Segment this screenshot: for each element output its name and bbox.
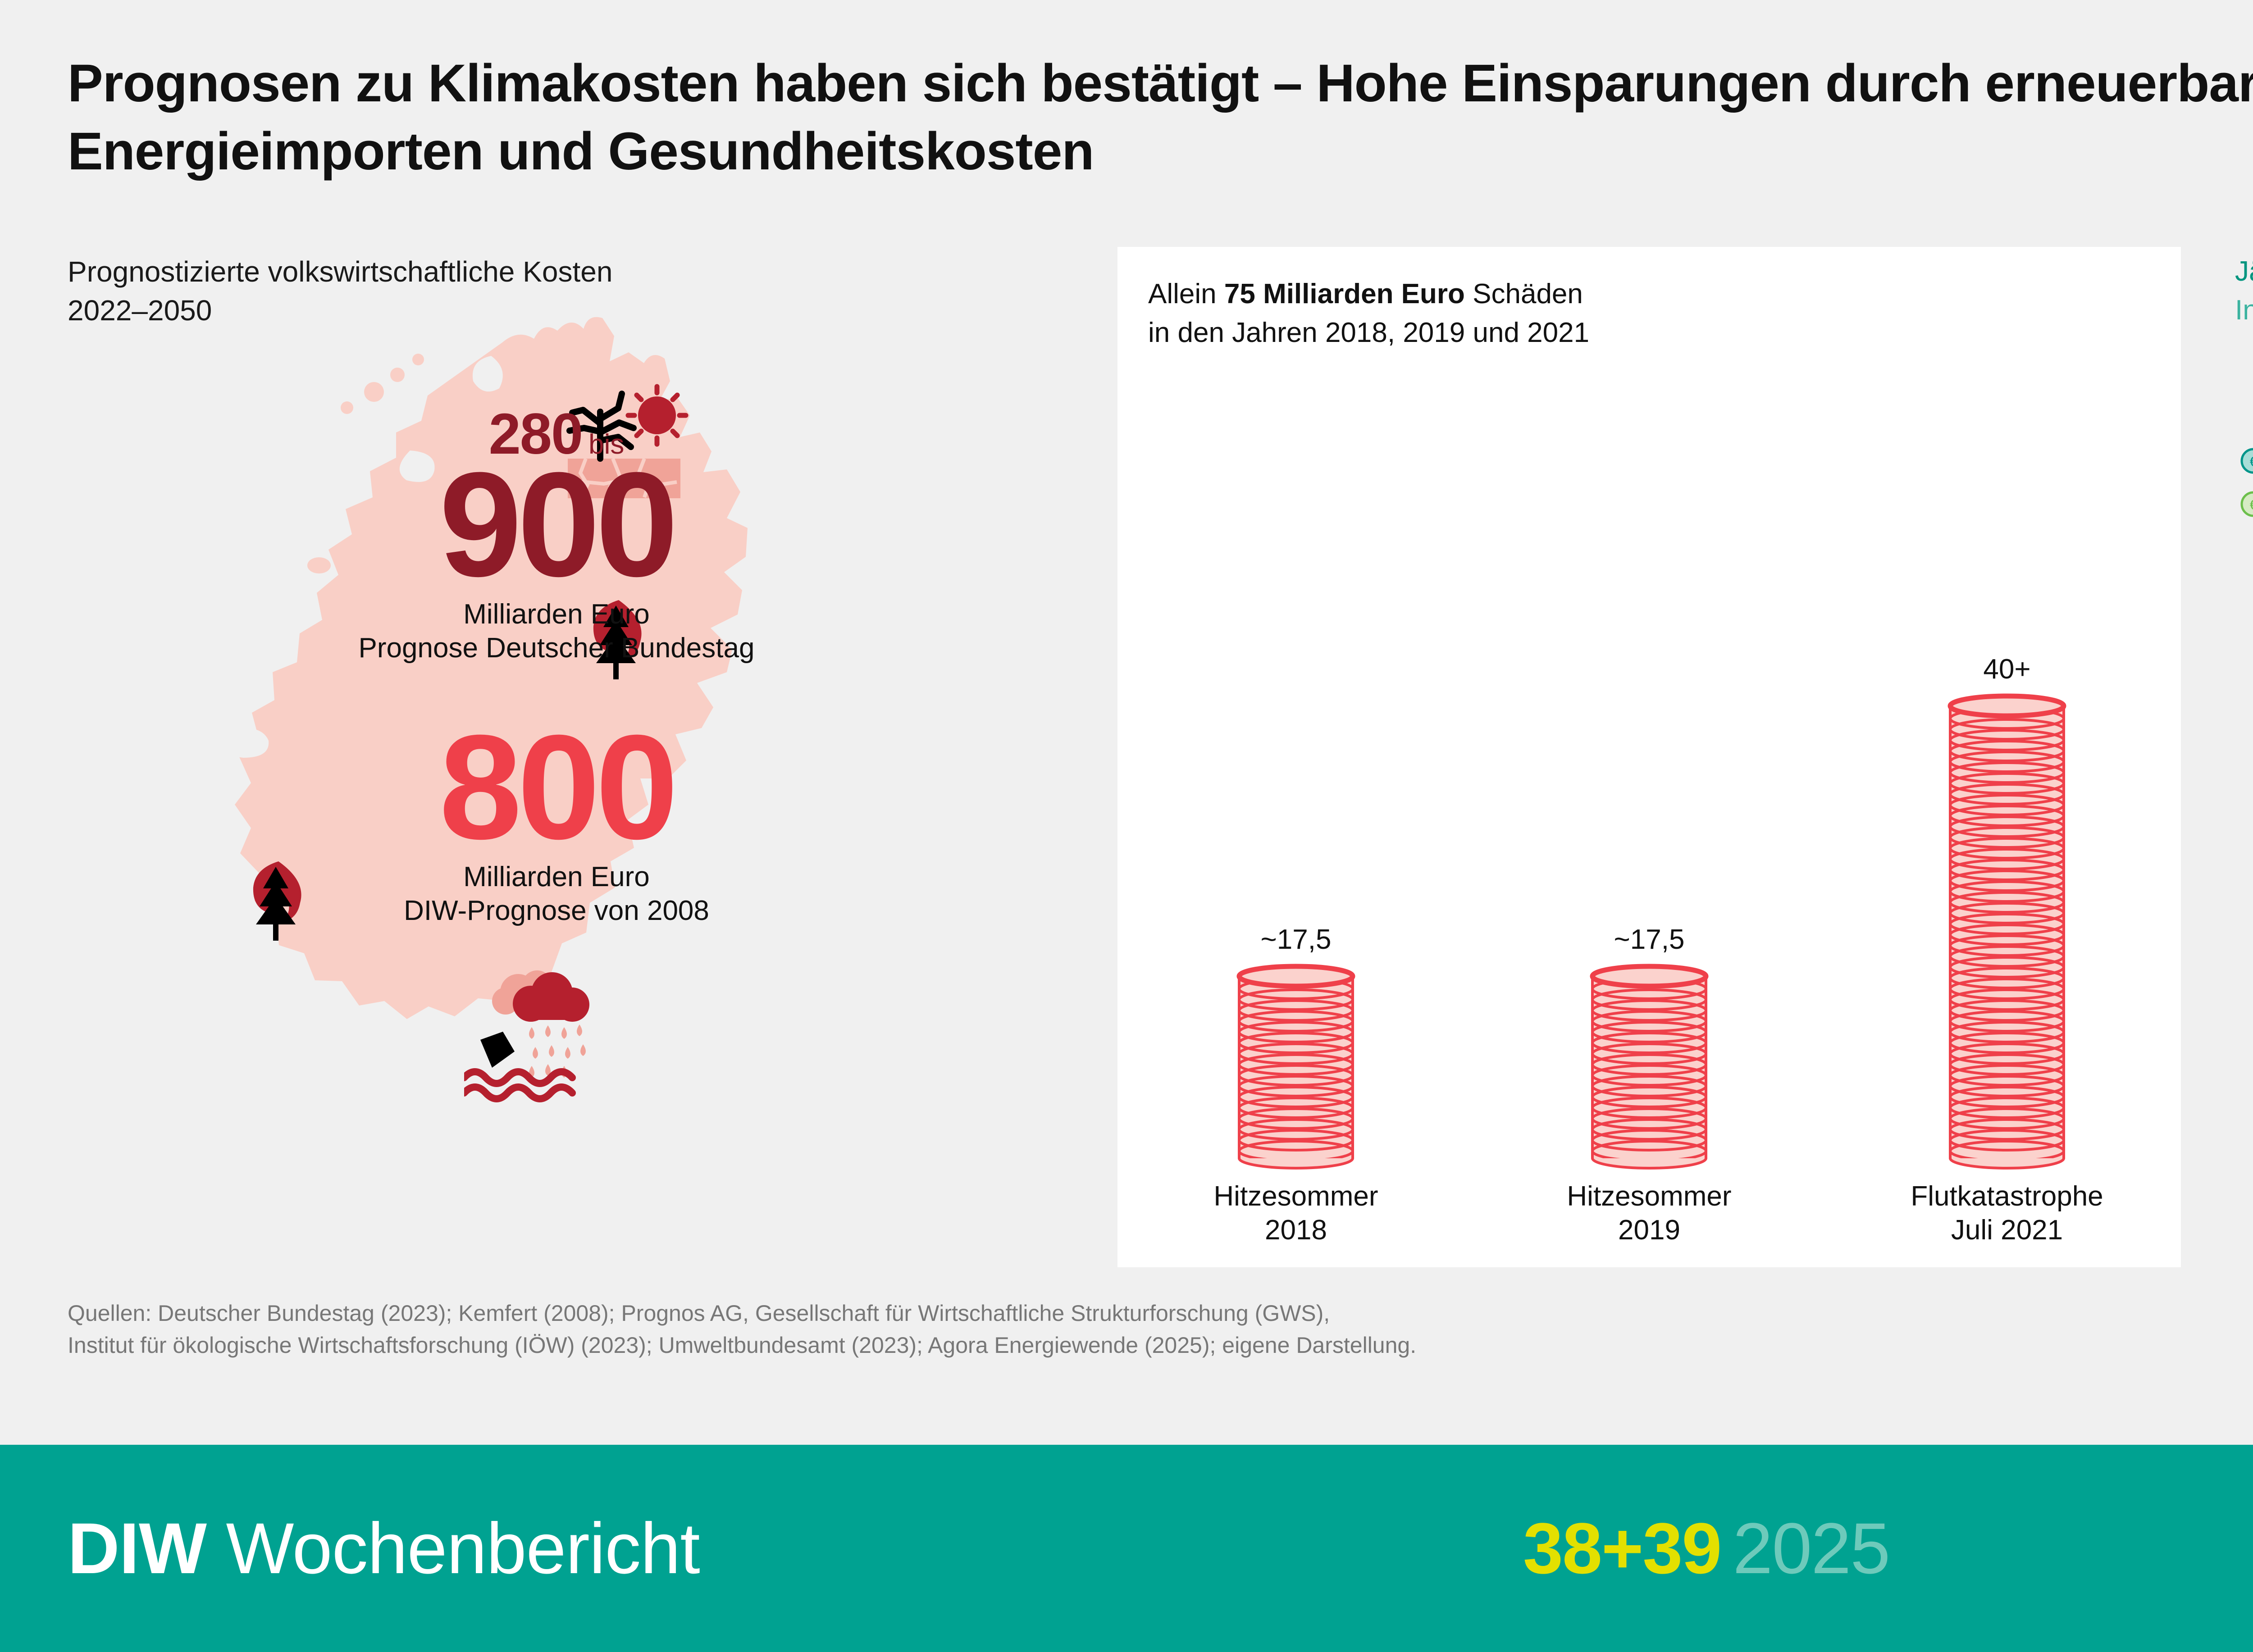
center-heading-line2: in den Jahren 2018, 2019 und 2021 [1148, 317, 1590, 348]
stat-bundestag-high: 900 [439, 441, 679, 607]
damage-bar-0: ~17,5 [1197, 924, 1395, 1247]
left-panel-heading-line1: Prognostizierte volkswirtschaftliche Kos… [68, 255, 613, 288]
right-panel-subheading: In Milliarden Euro seit 2021 [2235, 294, 2253, 326]
legend-item-gesundheitskosten[interactable]: € Gesundheitskosten [2240, 446, 2253, 477]
forest-fire-icon [253, 861, 301, 941]
drought-icon [566, 384, 689, 499]
footer-brand: DIW Wochenbericht [68, 1507, 700, 1590]
footer-issue-number: 38+39 [1523, 1508, 1722, 1588]
damage-bar-chart: ~17,5 [1117, 481, 2181, 1247]
center-heading-bold: 75 Milliarden Euro [1224, 278, 1465, 309]
footer-brand-light: Wochenbericht [226, 1508, 700, 1588]
damage-bar-1-label-l1: Hitzesommer [1567, 1181, 1732, 1212]
left-panel-heading: Prognostizierte volkswirtschaftliche Kos… [68, 252, 1050, 330]
footer-brand-bold: DIW [68, 1508, 207, 1588]
damage-bar-1: ~17,5 [1550, 924, 1748, 1247]
damage-bar-2-value: 40+ [1983, 654, 2031, 685]
stat-diw-caption: Milliarden Euro DIW-Prognose von 2008 [95, 860, 1018, 928]
coin-stack-2 [1947, 693, 2066, 1170]
damage-bar-1-label-l2: 2019 [1618, 1214, 1680, 1246]
footer-issue: 38+39 2025 [1523, 1507, 1890, 1590]
footer-issue-year: 2025 [1733, 1508, 1890, 1588]
damage-bar-0-value: ~17,5 [1260, 924, 1332, 956]
damage-bar-2: 40+ [1903, 653, 2111, 1247]
damage-bar-0-label-l2: 2018 [1265, 1214, 1327, 1246]
euro-coin-icon: € [2240, 448, 2253, 476]
svg-text:€: € [2250, 497, 2253, 513]
stat-diw: 800 Milliarden Euro DIW-Prognose von 200… [95, 713, 1018, 928]
stat-bundestag-low: 280 [488, 402, 584, 466]
stat-bundestag-unit: Milliarden Euro [463, 598, 650, 630]
germany-map: 280 bis 900 Milliarden Euro Prognose Deut… [95, 315, 1018, 1261]
center-panel: Allein 75 Milliarden Euro Schäden in den… [1117, 247, 2181, 1267]
stat-bundestag-caption: Milliarden Euro Prognose Deutscher Bunde… [95, 597, 1018, 665]
sources-line2: Institut für ökologische Wirtschaftsfors… [68, 1333, 1417, 1358]
flood-icon [464, 970, 589, 1102]
sources-line1: Quellen: Deutscher Bundestag (2023); Kem… [68, 1301, 1330, 1326]
damage-bar-2-label-l2: Juli 2021 [1951, 1214, 2063, 1246]
coin-stack-1 [1590, 964, 1709, 1170]
forest-fire-icon [593, 600, 642, 679]
right-panel: Jährliche Einsparungen durch erneuerbare… [2235, 252, 2253, 1266]
right-panel-heading: Jährliche Einsparungen durch erneuerbare… [2235, 252, 2253, 329]
stat-diw-source: DIW-Prognose von 2008 [404, 895, 709, 927]
euro-coin-icon: € [2240, 491, 2253, 519]
damage-bar-0-label: Hitzesommer 2018 [1197, 1180, 1395, 1247]
coin-stack-0 [1236, 964, 1355, 1170]
damage-bar-2-label-l1: Flutkatastrophe [1911, 1181, 2103, 1212]
stat-bundestag-source: Prognose Deutscher Bundestag [358, 633, 755, 664]
savings-legend: € Gesundheitskosten € Kosten für Energie… [2240, 446, 2253, 564]
stat-bundestag-connector: bis [588, 429, 625, 460]
stat-diw-unit: Milliarden Euro [463, 861, 650, 892]
damage-bar-2-label: Flutkatastrophe Juli 2021 [1903, 1180, 2111, 1247]
page-title: Prognosen zu Klimakosten haben sich best… [68, 54, 2253, 182]
savings-bar-chart: 26 [2235, 541, 2253, 1243]
sources-note: Quellen: Deutscher Bundestag (2023); Kem… [68, 1297, 2253, 1361]
stat-bundestag: 280 bis 900 Milliarden Euro Prognose Deut… [95, 401, 1018, 665]
left-panel: Prognostizierte volkswirtschaftliche Kos… [68, 252, 1050, 1261]
stat-diw-value: 800 [439, 704, 679, 870]
right-panel-heading-line1: Jährliche Einsparungen durch erneuerbare… [2235, 256, 2253, 287]
damage-bar-0-label-l1: Hitzesommer [1213, 1181, 1378, 1212]
left-panel-subheading: 2022–2050 [68, 294, 212, 327]
damage-bar-1-label: Hitzesommer 2019 [1550, 1180, 1748, 1247]
damage-bar-1-value: ~17,5 [1614, 924, 1685, 956]
center-heading-pre: Allein [1148, 278, 1224, 309]
legend-item-energieimporte[interactable]: € Kosten für Energieimporte [2240, 489, 2253, 551]
center-panel-heading: Allein 75 Milliarden Euro Schäden in den… [1148, 275, 2049, 352]
svg-text:€: € [2250, 454, 2253, 470]
center-heading-post: Schäden [1464, 278, 1583, 309]
